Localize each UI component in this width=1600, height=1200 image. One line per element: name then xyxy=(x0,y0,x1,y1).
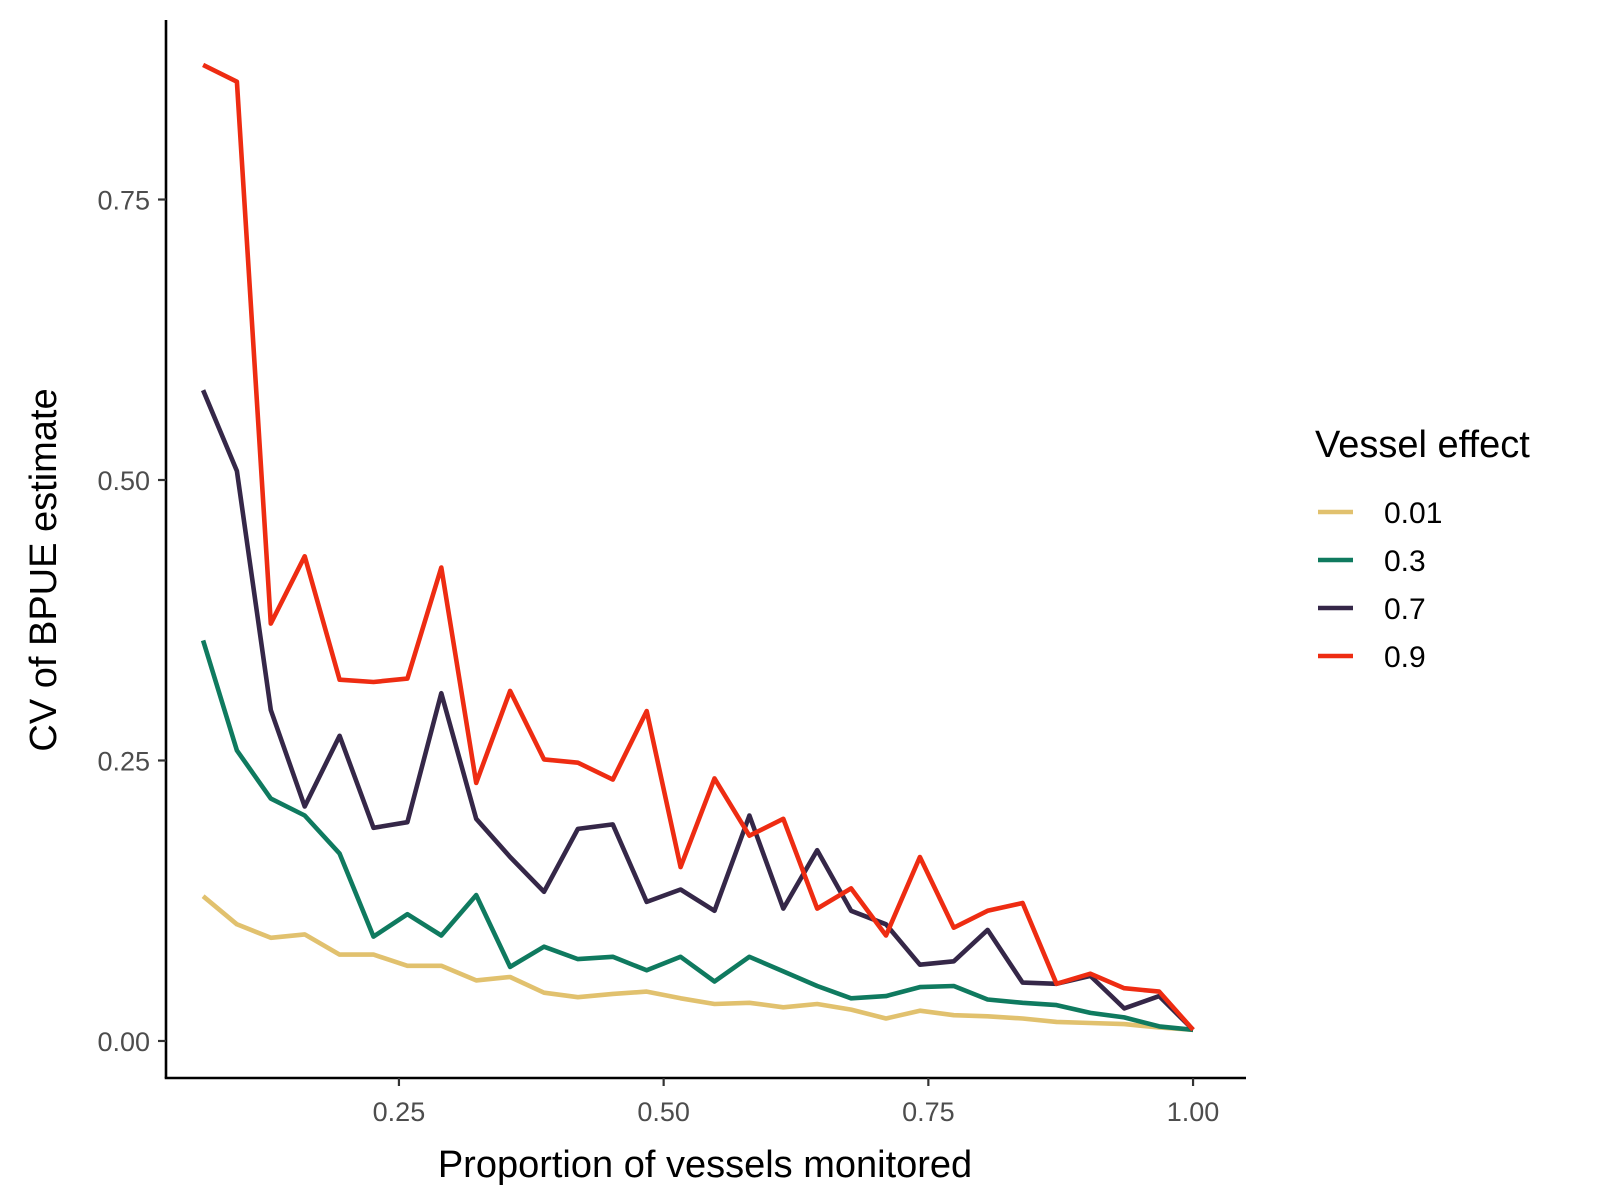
legend-label-0.3: 0.3 xyxy=(1384,545,1426,578)
series-line-0.9 xyxy=(202,62,1195,1032)
y-axis-ticks: 0.00 0.25 0.50 0.75 xyxy=(97,186,166,1057)
x-tick-label: 0.75 xyxy=(902,1097,955,1127)
legend-label-0.9: 0.9 xyxy=(1384,641,1426,674)
y-tick-label: 0.25 xyxy=(97,746,150,776)
legend-title: Vessel effect xyxy=(1315,424,1530,466)
y-tick-label: 0.50 xyxy=(97,466,150,496)
legend-label-0.01: 0.01 xyxy=(1384,497,1442,530)
x-tick-label: 1.00 xyxy=(1167,1097,1220,1127)
series-line-0.3 xyxy=(200,639,1194,1033)
y-axis-title: CV of BPUE estimate xyxy=(23,388,65,751)
series-line-0.01 xyxy=(201,894,1194,1033)
series-layer xyxy=(200,62,1195,1033)
legend: Vessel effect 0.01 0.3 0.7 0.9 xyxy=(1315,424,1530,674)
y-tick-label: 0.75 xyxy=(97,186,150,216)
y-tick-label: 0.00 xyxy=(97,1027,150,1057)
x-axis-ticks: 0.25 0.50 0.75 1.00 xyxy=(373,1078,1220,1127)
legend-label-0.7: 0.7 xyxy=(1384,593,1426,626)
series-line-0.7 xyxy=(200,389,1195,1032)
x-tick-label: 0.25 xyxy=(373,1097,426,1127)
x-tick-label: 0.50 xyxy=(637,1097,690,1127)
x-axis-title: Proportion of vessels monitored xyxy=(438,1144,972,1186)
